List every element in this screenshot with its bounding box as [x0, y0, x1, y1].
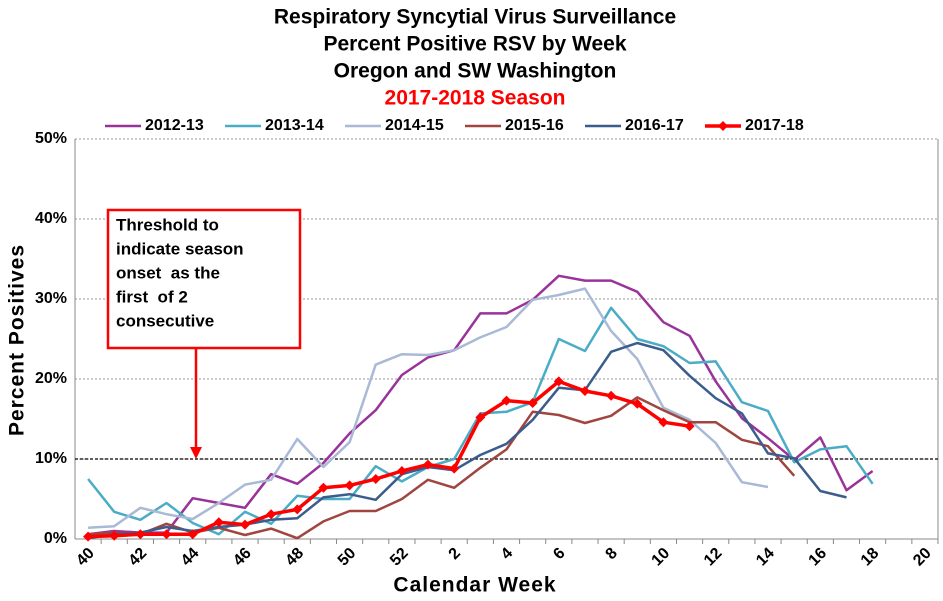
- chart-title: Respiratory Syncytial Virus Surveillance: [274, 6, 676, 29]
- legend-label: 2012-13: [145, 117, 204, 134]
- y-tick-label: 50%: [35, 130, 67, 147]
- annotation: Threshold to indicate season onset as the f…: [106, 208, 302, 459]
- x-tick-label: 44: [178, 545, 203, 570]
- annotation-text: indicate season: [116, 239, 244, 258]
- y-tick-label: 40%: [35, 210, 67, 227]
- data-point: [423, 459, 434, 470]
- chart-subtitle: 2017-2018 Season: [385, 87, 566, 110]
- annotation-text: Threshold to: [116, 215, 219, 234]
- series-line: [87, 341, 847, 540]
- x-tick-label: 20: [910, 545, 935, 570]
- x-tick-label: 14: [753, 545, 778, 570]
- x-tick-label: 12: [701, 545, 726, 570]
- y-tick-label: 20%: [35, 370, 67, 387]
- legend-label: 2017-18: [745, 117, 804, 134]
- legend-label: 2016-17: [625, 117, 684, 134]
- x-tick-label: 52: [387, 545, 412, 570]
- data-point: [553, 376, 564, 387]
- plot-area: 0%10%20%30%40%50%40 42 44 46 48 50 52 2 4 6 8 10 12 1…: [35, 130, 939, 570]
- chart-title: Percent Positive RSV by Week: [323, 33, 626, 56]
- annotation-text: first of 2: [116, 287, 188, 306]
- data-point: [83, 531, 94, 542]
- data-point: [318, 482, 329, 493]
- x-tick-label: 50: [335, 545, 360, 570]
- y-tick-label: 30%: [35, 290, 67, 307]
- annotation-box: [106, 208, 302, 350]
- data-point: [396, 466, 407, 476]
- arrow-head: [190, 447, 202, 459]
- data-point: [213, 517, 224, 528]
- data-point: [161, 529, 172, 540]
- x-tick-label: 10: [649, 545, 674, 570]
- legend-label: 2015-16: [505, 117, 564, 134]
- x-tick-label: 42: [126, 545, 151, 570]
- x-tick-label: 8: [603, 545, 621, 563]
- x-tick-label: 40: [73, 545, 98, 570]
- x-tick-label: 48: [282, 545, 307, 570]
- annotation-text: consecutive: [116, 311, 214, 330]
- data-point: [292, 504, 303, 515]
- data-point: [266, 509, 277, 520]
- x-tick-label: 16: [806, 545, 831, 570]
- data-point: [684, 421, 695, 432]
- data-point: [187, 529, 198, 540]
- data-point: [527, 398, 538, 408]
- y-tick-label: 10%: [35, 450, 67, 467]
- annotation-text: onset as the: [116, 263, 220, 282]
- data-point: [579, 386, 590, 396]
- data-point: [606, 390, 617, 401]
- x-axis-title: Calendar Week: [393, 574, 556, 597]
- y-axis-title: Percent Positives: [6, 244, 29, 436]
- data-point: [658, 417, 669, 428]
- y-tick-label: 0%: [44, 530, 67, 547]
- data-point: [449, 463, 460, 474]
- data-point: [109, 530, 120, 541]
- data-point: [475, 412, 486, 423]
- x-tick-label: 18: [858, 545, 883, 570]
- series-line: [88, 287, 769, 530]
- x-tick-label: 46: [230, 545, 255, 570]
- data-point: [501, 395, 512, 406]
- x-tick-label: 4: [498, 545, 516, 563]
- legend-label: 2013-14: [265, 117, 324, 134]
- legend-marker: [718, 121, 728, 131]
- x-tick-label: 6: [550, 545, 568, 563]
- x-tick-label: 2: [446, 545, 464, 563]
- chart-title: Oregon and SW Washington: [334, 60, 617, 83]
- data-point: [632, 398, 643, 409]
- data-point: [344, 480, 355, 491]
- data-point: [135, 529, 146, 540]
- data-point: [370, 474, 381, 484]
- data-point: [239, 519, 250, 530]
- legend-label: 2014-15: [385, 117, 444, 134]
